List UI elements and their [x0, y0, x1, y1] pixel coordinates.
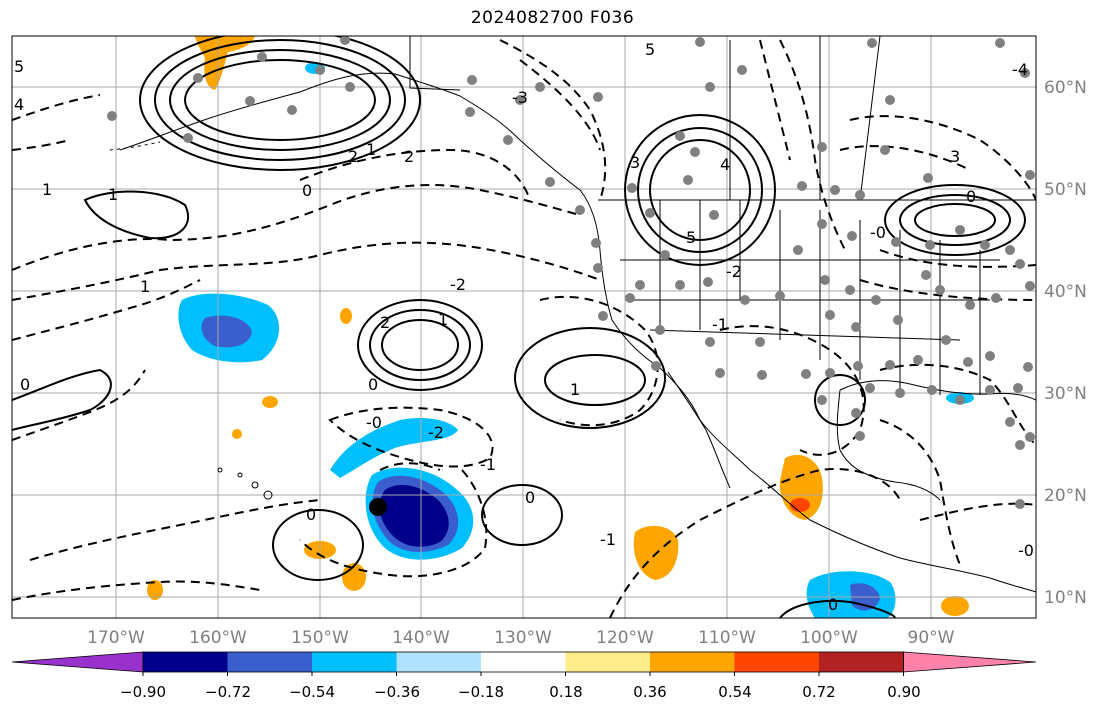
- positive-anomaly-core: [790, 498, 810, 512]
- contour-label: 3: [950, 147, 960, 166]
- contour-label: 2: [404, 147, 414, 166]
- lon-label: 170°W: [87, 628, 145, 648]
- contour-value-labels: 4 5 1 1 2 1 2 0 -2 -3 5 3 4 5 -2 3 0 -0 …: [14, 40, 1034, 614]
- colorbar-segment: [650, 652, 735, 672]
- lon-label: 140°W: [392, 628, 450, 648]
- contour-label: -2: [726, 262, 742, 281]
- lat-label: 20°N: [1044, 486, 1087, 506]
- contour-label: -4: [1012, 60, 1028, 79]
- contour-label: 1: [42, 180, 52, 199]
- contour-label: 0: [306, 505, 316, 524]
- longitude-labels: 170°W 160°W 150°W 140°W 130°W 120°W 110°…: [87, 628, 955, 648]
- contour-label: 4: [720, 155, 730, 174]
- contour-label: 1: [366, 140, 376, 159]
- colorbar-tick-label: −0.90: [120, 683, 166, 701]
- lat-label: 50°N: [1044, 180, 1087, 200]
- contour-label: -2: [450, 275, 466, 294]
- lat-label: 60°N: [1044, 78, 1087, 98]
- gridlines: [12, 36, 1036, 618]
- colorbar-tick-label: −0.36: [374, 683, 420, 701]
- lon-label: 160°W: [189, 628, 247, 648]
- contour-label: 0: [828, 595, 838, 614]
- positive-anomaly-spot: [147, 580, 163, 600]
- map-frame: [11, 35, 1037, 619]
- colorbar-tick-label: −0.18: [458, 683, 504, 701]
- contour-label: 5: [686, 228, 696, 247]
- negative-anomaly-core: [201, 315, 252, 348]
- contour-label: 1: [570, 380, 580, 399]
- coastlines: [109, 36, 1036, 593]
- latitude-labels: 60°N 50°N 40°N 30°N 20°N 10°N: [1044, 78, 1087, 608]
- map-title: 2024082700 F036: [470, 8, 635, 28]
- colorbar-segment: [143, 652, 228, 672]
- station-markers: [107, 36, 1035, 509]
- contour-label: 2: [380, 313, 390, 332]
- contour-label: 2: [348, 147, 358, 166]
- lon-label: 100°W: [800, 628, 858, 648]
- colorbar-border: [142, 651, 904, 673]
- colorbar-segment: [734, 652, 820, 672]
- negative-anomaly-band: [330, 418, 458, 478]
- lon-label: 90°W: [908, 628, 955, 648]
- lat-label: 40°N: [1044, 282, 1087, 302]
- contour-label: -0: [870, 223, 886, 242]
- colorbar-segment: [565, 652, 651, 672]
- colorbar-labels: −0.90 −0.72 −0.54 −0.36 −0.18 0.18 0.36 …: [120, 683, 921, 701]
- colorbar-tick-label: 0.36: [633, 683, 666, 701]
- contour-label: 0: [525, 488, 535, 507]
- contour-label: 0: [368, 375, 378, 394]
- contour-label: -0: [1018, 541, 1034, 560]
- lat-label: 30°N: [1044, 384, 1087, 404]
- contour-label: 0: [302, 181, 312, 200]
- contour-label: -1: [712, 315, 728, 334]
- colorbar-extend-max: [903, 651, 1037, 673]
- contour-label: 5: [645, 40, 655, 59]
- contour-label: -0: [366, 413, 382, 432]
- contour-label: -3: [512, 88, 528, 107]
- lon-label: 120°W: [596, 628, 654, 648]
- contour-label: 1: [438, 310, 448, 329]
- colorbar-segment: [819, 652, 904, 672]
- colorbar-segment: [396, 652, 482, 672]
- contour-label: 1: [140, 277, 150, 296]
- positive-anomaly-spot: [262, 396, 278, 408]
- positive-anomaly-spot: [941, 596, 969, 616]
- contour-label: -1: [480, 455, 496, 474]
- colorbar-tick-label: −0.72: [205, 683, 251, 701]
- colorbar-segment: [312, 652, 397, 672]
- contour-label: 0: [20, 375, 30, 394]
- positive-anomaly-spot: [340, 308, 352, 324]
- colorbar-tick-label: −0.54: [289, 683, 335, 701]
- contour-label: 1: [108, 185, 118, 204]
- colorbar-extend-min: [11, 651, 144, 673]
- lon-label: 130°W: [494, 628, 552, 648]
- colorbar: [11, 651, 1037, 676]
- colorbar-tick-label: 0.90: [887, 683, 920, 701]
- contour-label: 0: [966, 187, 976, 206]
- contour-label: -2: [428, 423, 444, 442]
- colorbar-tick-label: 0.54: [718, 683, 751, 701]
- anomaly-fills: [147, 36, 974, 618]
- lat-label: 10°N: [1044, 588, 1087, 608]
- map-panel: [12, 36, 1036, 618]
- lon-label: 150°W: [291, 628, 349, 648]
- storm-center-marker: [369, 498, 387, 516]
- colorbar-segment: [481, 652, 566, 672]
- lon-label: 110°W: [698, 628, 756, 648]
- contour-label: -1: [600, 530, 616, 549]
- contour-label: 5: [14, 57, 24, 76]
- contour-label: 4: [14, 95, 24, 114]
- positive-anomaly-spot: [232, 429, 242, 439]
- colorbar-segment: [227, 652, 313, 672]
- colorbar-tick-label: 0.72: [802, 683, 835, 701]
- storm-anomaly-core: [379, 485, 449, 547]
- colorbar-tick-label: 0.18: [549, 683, 582, 701]
- contour-label: 3: [630, 153, 640, 172]
- contour-lines: [12, 36, 1036, 618]
